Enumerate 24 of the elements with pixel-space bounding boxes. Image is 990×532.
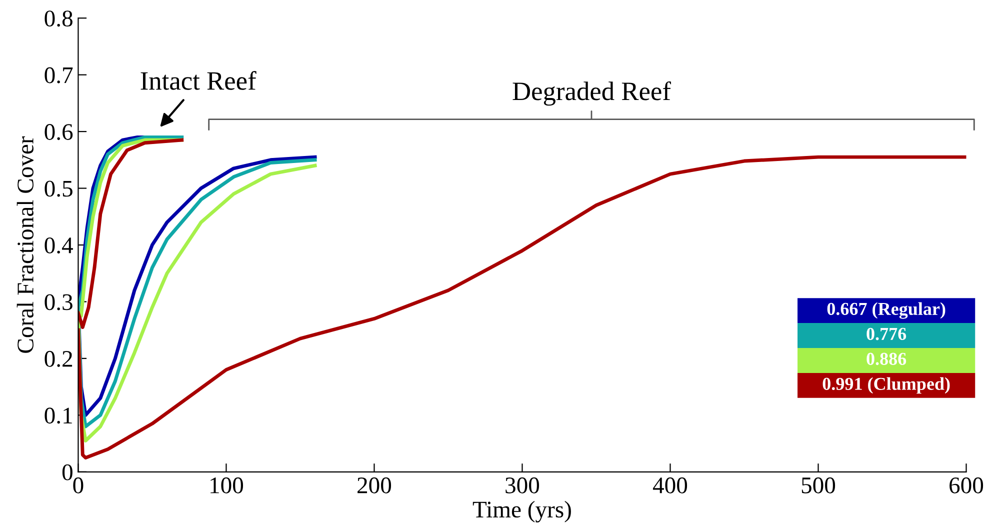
x-tick-label: 500 xyxy=(802,477,836,494)
y-tick-label: 0.6 xyxy=(44,124,73,140)
x-tick-label: 0 xyxy=(73,477,84,494)
text: 0.776 xyxy=(866,328,906,340)
annotation: Degraded Reef xyxy=(512,81,671,106)
x-tick-label: 300 xyxy=(506,477,540,494)
y-tick-label: 0.5 xyxy=(44,180,72,197)
x-tick-label: 100 xyxy=(210,477,244,494)
x-tick-label: 400 xyxy=(652,477,688,494)
annotation: Intact Reef xyxy=(140,71,256,90)
text: 0.886 xyxy=(866,352,906,366)
y-axis-title: Coral Fractional Cover xyxy=(16,136,34,353)
y-tick-label: 0.1 xyxy=(44,408,72,424)
x-tick-label: 200 xyxy=(358,477,392,494)
y-tick-label: 0.4 xyxy=(44,237,73,254)
y-tick-label: 0.8 xyxy=(44,10,72,27)
y-tick-label: 0.2 xyxy=(44,350,72,367)
text: 0.667 (Regular) xyxy=(827,302,946,319)
y-tick-label: 0.7 xyxy=(44,67,73,84)
y-tick-label: 0.3 xyxy=(44,294,72,310)
x-tick-label: 600 xyxy=(950,477,984,494)
y-tick-label: 0 xyxy=(62,464,72,480)
x-axis-title: Time (yrs) xyxy=(472,500,571,522)
text: 0.991 (Clumped) xyxy=(822,377,950,394)
